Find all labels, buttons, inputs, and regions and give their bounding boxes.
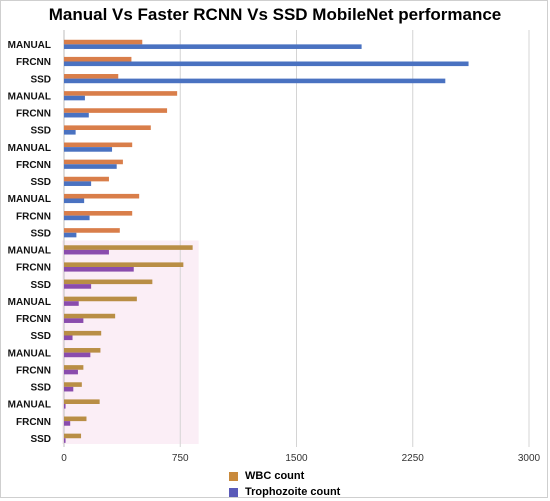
legend-swatch-trophozoite	[229, 487, 238, 497]
bar-trophozoite	[64, 164, 117, 169]
grid-lines	[63, 30, 530, 447]
bar-trophozoite	[64, 301, 79, 306]
bar-wbc	[64, 193, 140, 199]
bar-wbc	[64, 91, 178, 96]
bar-trophozoite	[64, 61, 469, 67]
bar-wbc	[64, 176, 109, 182]
bar-wbc	[64, 433, 82, 439]
bar-wbc	[64, 348, 101, 353]
category-label: SSD	[30, 383, 51, 394]
category-label: FRCNN	[16, 211, 51, 222]
bar-wbc	[64, 245, 193, 250]
bar-wbc	[64, 330, 102, 336]
bar-trophozoite	[64, 78, 446, 84]
x-tick-label: 3000	[518, 453, 541, 464]
bar-wbc	[64, 159, 123, 165]
bar-trophozoite	[64, 232, 77, 238]
bar-trophozoite	[64, 386, 74, 392]
bar-wbc	[64, 228, 120, 233]
bar-wbc	[64, 56, 132, 62]
bar-trophozoite	[64, 147, 113, 152]
category-label: FRCNN	[16, 365, 51, 376]
bar-trophozoite	[64, 352, 91, 358]
category-label: SSD	[30, 74, 51, 85]
category-label: MANUAL	[8, 400, 51, 411]
bar-wbc	[64, 142, 133, 148]
bar-wbc	[64, 296, 137, 302]
bar-trophozoite	[64, 215, 90, 221]
bar-trophozoite	[64, 44, 362, 49]
bar-trophozoite	[64, 284, 92, 289]
bar-wbc	[64, 39, 143, 45]
highlight-band	[62, 240, 199, 444]
bar-wbc	[64, 416, 87, 422]
bar-wbc	[64, 279, 153, 285]
category-label: SSD	[30, 177, 51, 188]
bar-trophozoite	[64, 266, 134, 272]
category-label: MANUAL	[8, 297, 51, 308]
category-label: FRCNN	[16, 57, 51, 68]
bar-trophozoite	[64, 95, 85, 101]
bar-wbc	[64, 313, 116, 319]
category-label: SSD	[30, 280, 51, 291]
category-label: FRCNN	[16, 160, 51, 171]
legend: WBC count Trophozoite count	[229, 469, 340, 501]
legend-swatch-wbc	[229, 471, 238, 481]
category-label: MANUAL	[8, 143, 51, 154]
bar-wbc	[64, 382, 82, 387]
category-labels: MANUAL FRCNN SSD MANUAL FRCNN SSD MANUAL FRCNN S…	[8, 40, 51, 445]
bar-trophozoite	[64, 403, 66, 409]
bar-wbc	[64, 108, 168, 113]
category-label: MANUAL	[8, 246, 51, 257]
category-label: MANUAL	[8, 40, 51, 51]
bar-trophozoite	[64, 181, 92, 186]
category-label: FRCNN	[16, 109, 51, 120]
bar-wbc	[64, 211, 133, 216]
bar-trophozoite	[64, 112, 89, 118]
bar-trophozoite	[64, 198, 85, 204]
chart-background	[62, 240, 199, 444]
category-label: MANUAL	[8, 194, 51, 205]
category-label: SSD	[30, 434, 51, 445]
bar-wbc	[64, 399, 100, 404]
category-label: MANUAL	[8, 348, 51, 359]
bar-wbc	[64, 125, 151, 130]
x-tick-label: 0	[61, 453, 67, 464]
bar-trophozoite	[64, 129, 76, 135]
category-label: FRCNN	[16, 314, 51, 325]
bar-wbc	[64, 74, 119, 79]
legend-label-wbc: WBC count	[245, 470, 305, 482]
category-label: SSD	[30, 331, 51, 342]
bar-trophozoite	[64, 421, 71, 426]
legend-item-trophozoite: Trophozoite count	[229, 485, 340, 499]
bar-trophozoite	[64, 369, 78, 375]
category-label: FRCNN	[16, 417, 51, 428]
category-label: SSD	[30, 126, 51, 137]
bars	[64, 39, 469, 443]
bar-trophozoite	[64, 438, 66, 443]
x-tick-labels: 0 750 1500 2250 3000	[61, 453, 540, 464]
category-label: MANUAL	[8, 91, 51, 102]
bar-wbc	[64, 262, 184, 267]
bar-trophozoite	[64, 249, 109, 255]
category-label: FRCNN	[16, 263, 51, 274]
x-tick-label: 1500	[285, 453, 308, 464]
legend-item-wbc: WBC count	[229, 469, 340, 483]
chart-title: Manual Vs Faster RCNN Vs SSD MobileNet p…	[48, 5, 502, 24]
bar-wbc	[64, 365, 84, 370]
category-label: SSD	[30, 228, 51, 239]
legend-label-trophozoite: Trophozoite count	[245, 486, 341, 498]
x-tick-label: 2250	[402, 453, 425, 464]
bar-trophozoite	[64, 335, 73, 341]
bar-trophozoite	[64, 318, 84, 323]
x-tick-label: 750	[172, 453, 189, 464]
